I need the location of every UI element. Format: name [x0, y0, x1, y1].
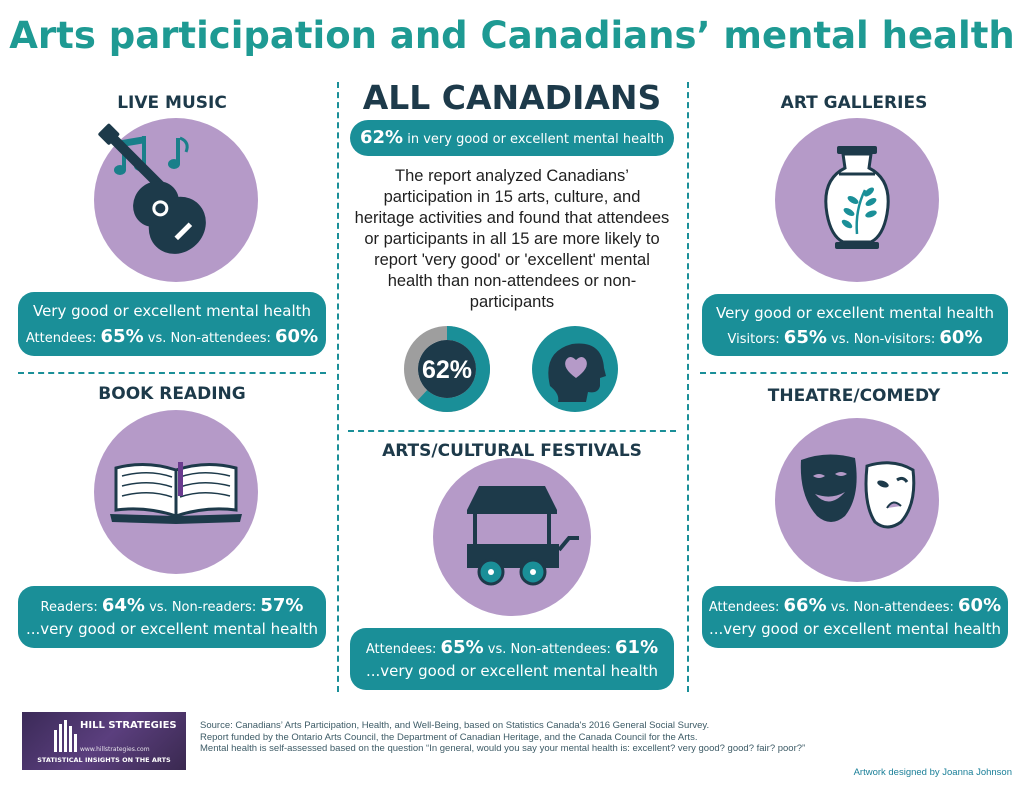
live-music-line1: Very good or excellent mental health [32, 302, 312, 320]
live-music-line2: Attendees: 65% vs. Non-attendees: 60% [18, 326, 326, 347]
live-music-prefix: Attendees: [25, 331, 97, 346]
theatre-stat-box: Attendees: 66% vs. Non-attendees: 60% ..… [702, 586, 1008, 648]
art-galleries-non-visitors-value: 60% [939, 327, 983, 348]
live-music-stat-box: Very good or excellent mental health Att… [18, 292, 326, 356]
book-reading-readers-value: 64% [101, 595, 145, 616]
artwork-credit: Artwork designed by Joanna Johnson [853, 767, 1012, 778]
donut-value-arc [417, 326, 490, 412]
mental-health-donut: 62% [404, 326, 490, 412]
theatre-mid: vs. Non-attendees: [830, 600, 954, 615]
book-reading-prefix: Readers: [40, 600, 98, 615]
divider-left-vertical [337, 82, 339, 692]
divider-right-horizontal [700, 372, 1008, 374]
festivals-prefix: Attendees: [365, 642, 437, 657]
book-reading-circle [94, 410, 258, 574]
art-galleries-visitors-value: 65% [783, 327, 827, 348]
book-reading-line1: Readers: 64% vs. Non-readers: 57% [18, 595, 326, 616]
page-title: Arts participation and Canadians’ mental… [9, 14, 1015, 57]
book-reading-title: BOOK READING [98, 384, 246, 404]
festivals-line2: ...very good or excellent mental health [365, 662, 659, 680]
all-canadians-pill-text: in very good or excellent mental health [407, 132, 664, 147]
live-music-circle [94, 118, 258, 282]
all-canadians-pill: 62% in very good or excellent mental hea… [350, 120, 674, 156]
footer-funding: Report funded by the Ontario Arts Counci… [200, 731, 698, 743]
head-heart-icon [532, 326, 618, 412]
food-cart-icon [467, 486, 579, 586]
theatre-title: THEATRE/COMEDY [767, 386, 941, 406]
theatre-masks-icon [800, 454, 916, 529]
festivals-mid: vs. Non-attendees: [487, 642, 611, 657]
festivals-line1: Attendees: 65% vs. Non-attendees: 61% [350, 637, 674, 658]
art-galleries-mid: vs. Non-visitors: [831, 332, 936, 347]
all-canadians-title: ALL CANADIANS [362, 78, 662, 117]
book-reading-line2: ...very good or excellent mental health [25, 620, 319, 638]
art-galleries-prefix: Visitors: [727, 332, 780, 347]
hill-strategies-logo[interactable]: HILL STRATEGIES www.hillstrategies.com S… [22, 712, 186, 770]
guitar-icon [98, 123, 206, 254]
festivals-attendees-value: 65% [440, 637, 484, 658]
donut-center [418, 340, 476, 398]
art-galleries-line2: Visitors: 65% vs. Non-visitors: 60% [702, 327, 1008, 348]
open-book-icon [110, 462, 242, 524]
art-galleries-title: ART GALLERIES [780, 93, 928, 113]
live-music-mid: vs. Non-attendees: [147, 331, 271, 346]
all-canadians-pill-value: 62% [360, 127, 404, 148]
theatre-non-attendees-value: 60% [958, 595, 1002, 616]
theatre-prefix: Attendees: [708, 600, 780, 615]
art-galleries-circle [775, 118, 939, 282]
festivals-stat-box: Attendees: 65% vs. Non-attendees: 61% ..… [350, 628, 674, 690]
divider-left-horizontal [18, 372, 326, 374]
art-galleries-line1: Very good or excellent mental health [715, 304, 995, 322]
vase-icon [824, 146, 890, 249]
theatre-line2: ...very good or excellent mental health [708, 620, 1002, 638]
logo-url: www.hillstrategies.com [80, 746, 150, 753]
donut-label: 62% [422, 356, 472, 384]
live-music-title: LIVE MUSIC [117, 93, 227, 113]
divider-center-horizontal [348, 430, 676, 432]
book-reading-non-readers-value: 57% [260, 595, 304, 616]
live-music-attendees-value: 65% [100, 326, 144, 347]
logo-bars-icon [54, 720, 77, 752]
festivals-non-attendees-value: 61% [615, 637, 659, 658]
logo-brand-text: HILL STRATEGIES [80, 720, 177, 731]
theatre-circle [775, 418, 939, 582]
all-canadians-description: The report analyzed Canadians’ participa… [354, 167, 670, 311]
festivals-title: ARTS/CULTURAL FESTIVALS [382, 441, 642, 461]
festivals-circle [433, 458, 591, 616]
logo-tagline: STATISTICAL INSIGHTS ON THE ARTS [37, 756, 171, 764]
footer-note: Mental health is self-assessed based on … [200, 743, 806, 754]
book-reading-mid: vs. Non-readers: [149, 600, 257, 615]
theatre-attendees-value: 66% [783, 595, 827, 616]
theatre-line1: Attendees: 66% vs. Non-attendees: 60% [702, 595, 1008, 616]
footer-source: Source: Canadians’ Arts Participation, H… [200, 720, 710, 731]
divider-right-vertical [687, 82, 689, 692]
book-reading-stat-box: Readers: 64% vs. Non-readers: 57% ...ver… [18, 586, 326, 648]
art-galleries-stat-box: Very good or excellent mental health Vis… [702, 294, 1008, 356]
footer-notes: Source: Canadians’ Arts Participation, H… [200, 720, 900, 755]
live-music-non-attendees-value: 60% [275, 326, 319, 347]
